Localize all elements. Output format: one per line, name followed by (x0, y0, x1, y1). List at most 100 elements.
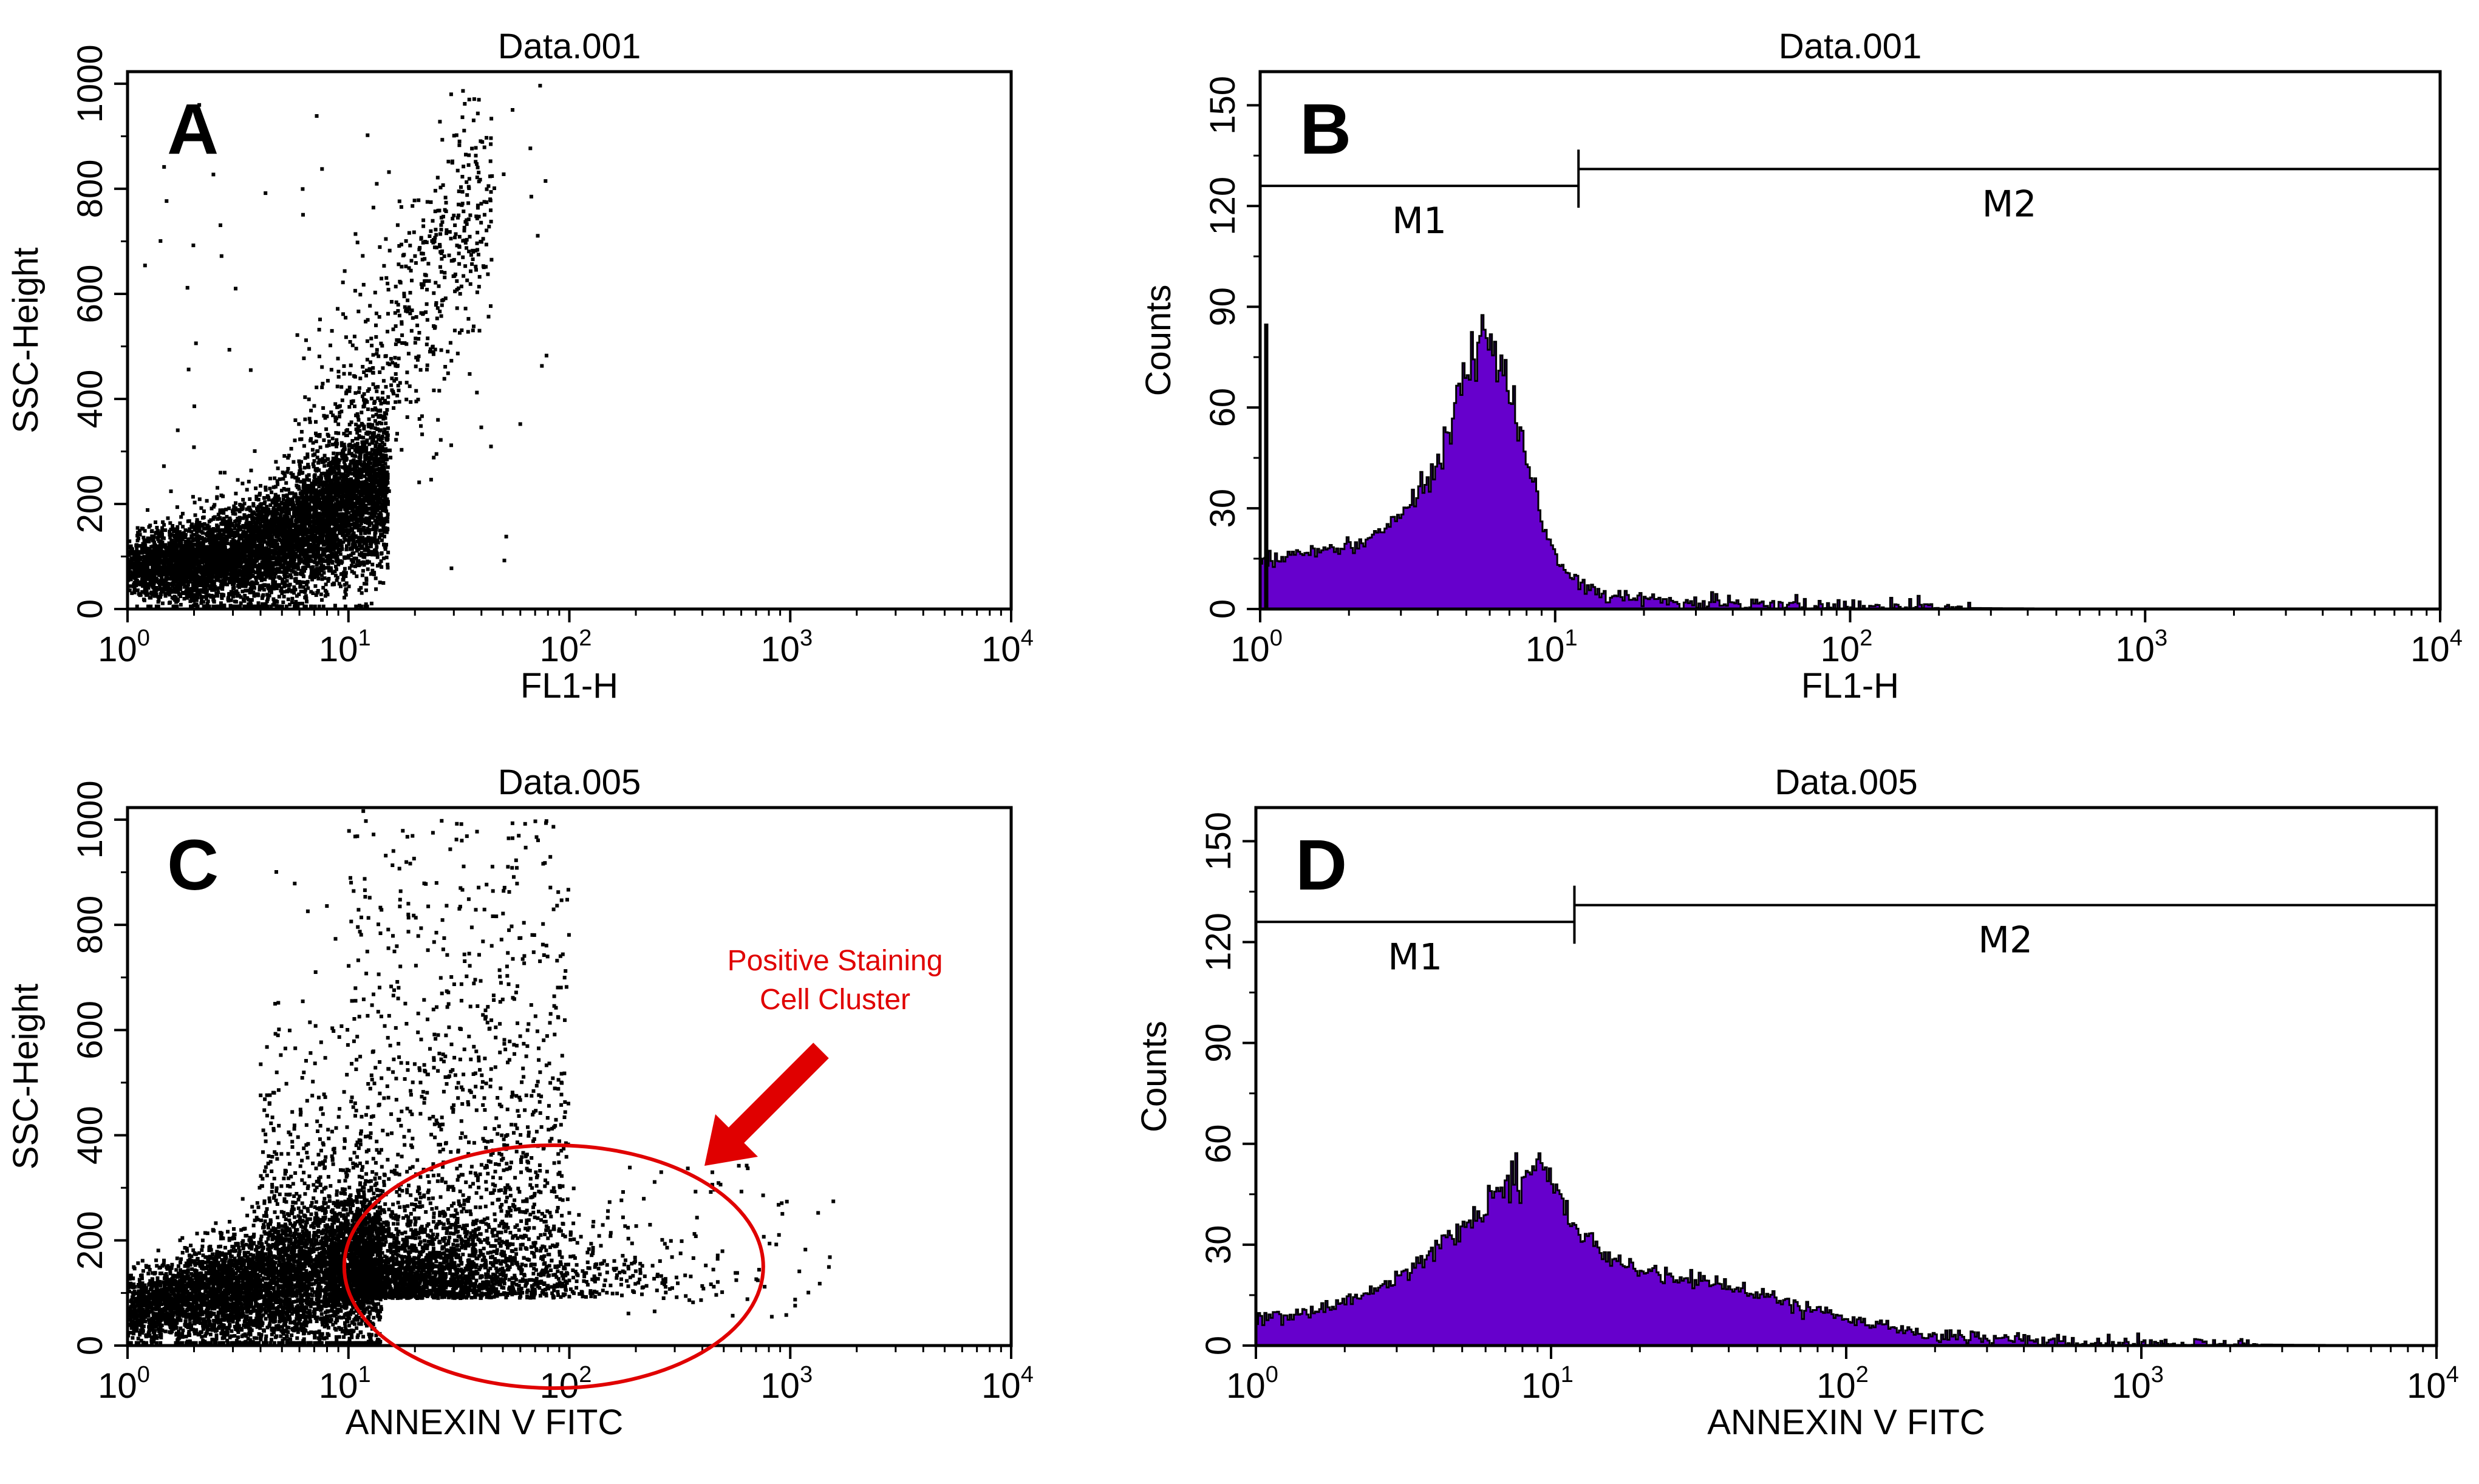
scatter-point (235, 594, 239, 598)
scatter-point (305, 582, 309, 587)
scatter-point (163, 554, 168, 558)
scatter-point (258, 604, 262, 608)
scatter-point (163, 559, 167, 563)
scatter-point (135, 543, 140, 548)
scatter-point (237, 568, 242, 573)
scatter-point (197, 520, 202, 525)
scatter-point (138, 593, 143, 597)
scatter-point (353, 404, 356, 409)
scatter-point (204, 590, 208, 594)
scatter-point (344, 548, 349, 551)
scatter-point (185, 568, 188, 573)
scatter-point (308, 546, 312, 550)
scatter-point (141, 526, 145, 531)
scatter-point (303, 532, 307, 536)
scatter-point (253, 534, 257, 537)
scatter-point (274, 485, 278, 489)
scatter-point (380, 434, 384, 438)
scatter-point (293, 531, 297, 535)
scatter-point (376, 427, 380, 431)
scatter-point (201, 571, 205, 576)
scatter-point (152, 578, 157, 582)
scatter-point (378, 536, 381, 540)
scatter-point (228, 576, 233, 580)
scatter-point (240, 482, 245, 486)
scatter-point (152, 575, 156, 579)
scatter-point (310, 569, 314, 573)
scatter-point (372, 536, 377, 540)
scatter-point (364, 494, 368, 499)
scatter-point (338, 458, 342, 462)
scatter-point (180, 546, 185, 550)
scatter-point (265, 565, 270, 569)
scatter-point (251, 574, 255, 578)
scatter-point (227, 572, 231, 576)
scatter-point (248, 558, 252, 562)
scatter-point (259, 578, 264, 582)
scatter-point (130, 591, 134, 595)
scatter-point (251, 570, 256, 574)
scatter-point (386, 512, 390, 516)
scatter-point (352, 467, 356, 471)
scatter-point (356, 547, 361, 551)
scatter-point (243, 593, 247, 597)
scatter-point (358, 452, 363, 456)
scatter-point (285, 590, 290, 594)
scatter-point (209, 536, 213, 539)
scatter-point (303, 529, 307, 533)
scatter-point (177, 587, 182, 591)
scatter-point (203, 551, 207, 555)
panel-title: Data.001 (498, 27, 641, 66)
scatter-point (176, 598, 180, 602)
scatter-point (383, 534, 386, 539)
scatter-point (220, 528, 225, 532)
scatter-point (228, 519, 233, 523)
scatter-point (249, 568, 253, 573)
scatter-point (286, 455, 290, 460)
scatter-point (381, 448, 384, 452)
scatter-point (158, 546, 162, 550)
scatter-point (343, 596, 346, 600)
scatter-point (239, 601, 243, 605)
scatter-point (307, 517, 312, 521)
scatter-point (355, 431, 360, 435)
scatter-point (309, 574, 313, 579)
scatter-point (258, 542, 262, 546)
scatter-point (278, 516, 282, 520)
scatter-point (242, 541, 246, 545)
scatter-point (256, 604, 260, 608)
scatter-point (236, 523, 240, 528)
scatter-point (317, 458, 321, 462)
scatter-point (362, 563, 366, 567)
scatter-point (379, 559, 383, 563)
scatter-point (202, 595, 206, 599)
scatter-point (178, 565, 182, 569)
scatter-point (190, 593, 194, 597)
scatter-point (255, 581, 259, 585)
scatter-point (191, 495, 195, 499)
scatter-point (183, 533, 188, 537)
scatter-point (241, 516, 245, 520)
scatter-point (295, 544, 299, 548)
scatter-point (310, 532, 314, 536)
scatter-point (209, 528, 213, 533)
scatter-point (380, 466, 384, 470)
scatter-point (174, 539, 178, 543)
scatter-point (326, 495, 330, 500)
scatter-point (188, 599, 193, 604)
scatter-point (314, 528, 318, 532)
scatter-point (323, 473, 327, 477)
scatter-point (296, 508, 300, 512)
scatter-point (366, 456, 370, 460)
scatter-point (282, 501, 287, 505)
scatter-point (195, 536, 199, 540)
scatter-point (156, 537, 160, 541)
scatter-point (255, 545, 259, 549)
scatter-point (352, 492, 356, 497)
scatter-point (359, 586, 363, 590)
scatter-point (169, 565, 173, 570)
scatter-point (244, 563, 248, 567)
scatter-point (378, 562, 382, 567)
scatter-point (355, 500, 359, 504)
scatter-point (192, 599, 196, 603)
